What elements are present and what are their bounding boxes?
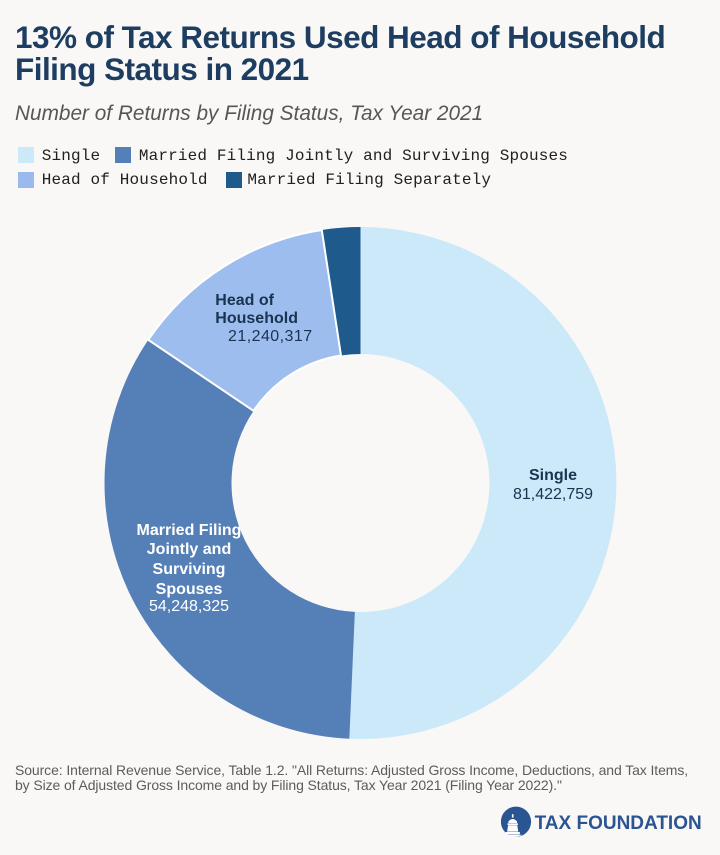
svg-text:TAX FOUNDATION: TAX FOUNDATION	[535, 813, 702, 834]
